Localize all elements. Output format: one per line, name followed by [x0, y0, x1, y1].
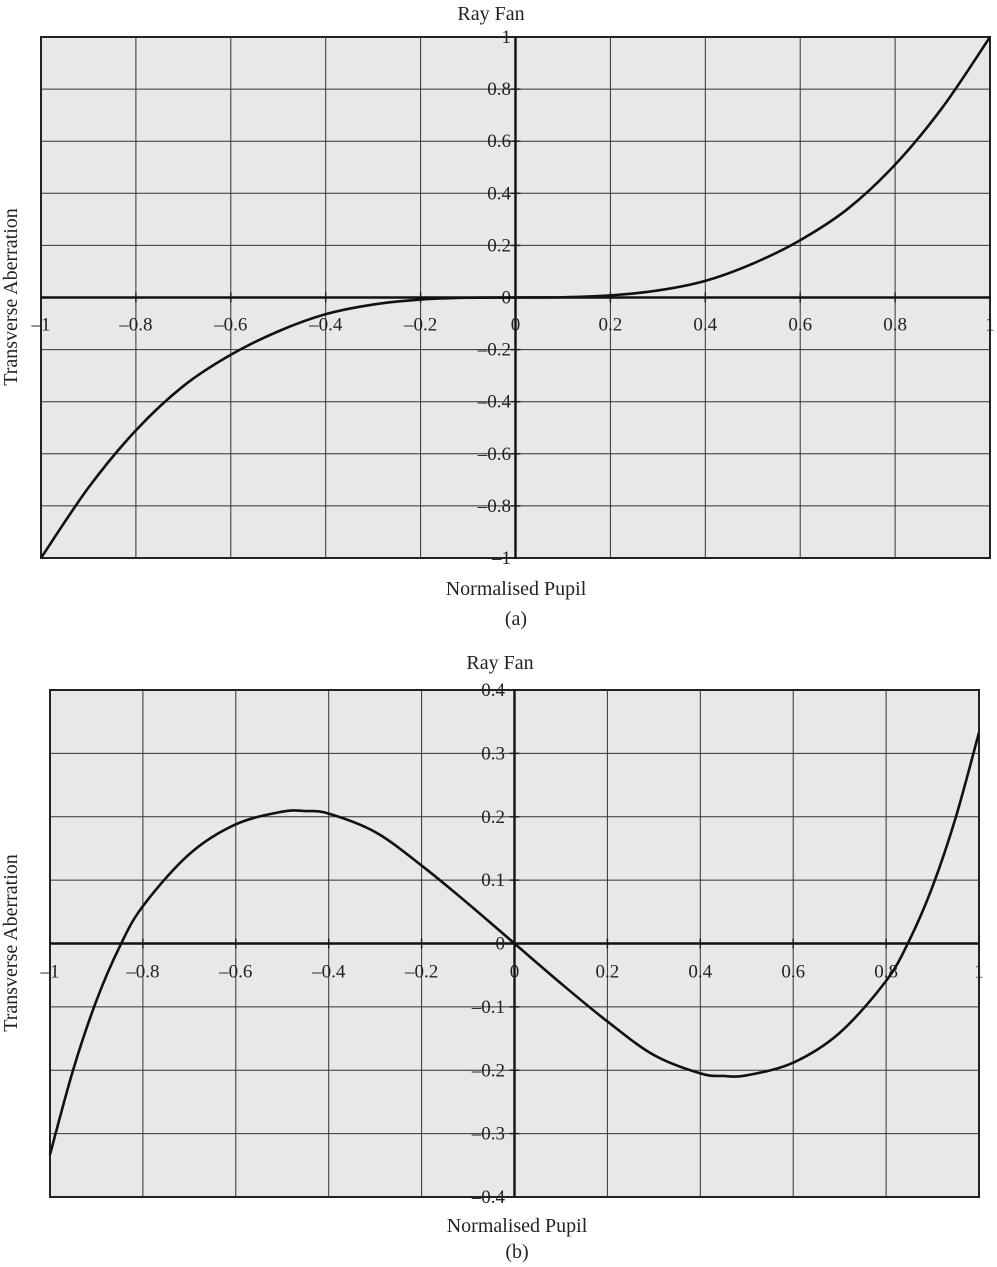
y-axis-label-a: Transverse Aberration: [0, 208, 22, 386]
x-tick-labels-b: –1 –0.8 –0.6 –0.4 –0.2 0 0.2 0.4 0.6 0.8 1: [40, 962, 984, 983]
x-tick-label: –0.8: [118, 315, 152, 336]
y-tick-label: 0: [496, 934, 506, 955]
x-tick-label: 1: [974, 962, 984, 983]
chart-title-a: Ray Fan: [457, 3, 524, 25]
x-tick-label: 0.4: [693, 315, 717, 336]
x-axis-label-a: Normalised Pupil: [446, 578, 587, 600]
x-tick-label: –0.6: [218, 962, 252, 983]
x-tick-label: 0.6: [781, 962, 805, 983]
y-tick-label: 0.4: [481, 680, 505, 701]
x-tick-label: –1: [31, 315, 51, 336]
x-tick-label: –0.2: [403, 315, 437, 336]
series-line-b: [48, 732, 981, 1155]
y-tick-label: –0.8: [477, 496, 511, 517]
x-tick-label: 0.6: [788, 315, 812, 336]
y-tick-labels-b: –0.4 –0.3 –0.2 –0.1 0 0.1 0.2 0.3 0.4: [471, 680, 506, 1208]
x-tick-label: –0.6: [213, 315, 247, 336]
x-tick-label: 0.2: [599, 315, 623, 336]
x-tick-label: –0.4: [308, 315, 343, 336]
x-tick-labels-a: –1 –0.8 –0.6 –0.4 –0.2 0 0.2 0.4 0.6 0.8 1: [31, 315, 995, 336]
y-tick-label: 1: [502, 27, 512, 48]
x-tick-label: 0: [510, 962, 520, 983]
y-tick-label: –0.6: [477, 444, 511, 465]
x-tick-label: –1: [40, 962, 60, 983]
x-axis-label-b: Normalised Pupil: [447, 1215, 588, 1237]
y-tick-label: 0.2: [487, 235, 511, 256]
y-tick-label: –0.4: [471, 1187, 506, 1208]
y-tick-labels-a: –1–0.8–0.6–0.4–0.200.20.40.60.81: [477, 27, 512, 569]
x-tick-label: 0.2: [596, 962, 620, 983]
chart-panel-b: –1 –0.8 –0.6 –0.4 –0.2 0 0.2 0.4 0.6 0.8 1 –0.4–0.…: [0, 652, 984, 1263]
y-tick-label: 0.4: [487, 183, 511, 204]
x-tick-label: 0: [511, 315, 521, 336]
y-tick-label: –1: [491, 548, 511, 569]
y-tick-label: 0.3: [481, 743, 505, 764]
y-tick-label: 0.8: [487, 79, 511, 100]
x-tick-label: 1: [985, 315, 995, 336]
y-tick-label: 0.6: [487, 131, 511, 152]
x-tick-label: 0.8: [883, 315, 907, 336]
y-tick-label: 0.2: [481, 807, 505, 828]
x-tick-label: –0.4: [311, 962, 346, 983]
y-tick-label: –0.3: [471, 1124, 505, 1145]
y-axis-label-b: Transverse Aberration: [0, 854, 22, 1032]
y-tick-label: –0.2: [477, 340, 511, 361]
caption-a: (a): [505, 608, 527, 630]
y-tick-label: –0.2: [471, 1060, 505, 1081]
y-tick-label: –0.4: [477, 392, 512, 413]
y-tick-label: 0.1: [481, 870, 505, 891]
caption-b: (b): [505, 1241, 528, 1263]
chart-panel-a: –1 –0.8 –0.6 –0.4 –0.2 0 0.2 0.4 0.6 0.8 1 –1–0.8–…: [0, 3, 995, 630]
series-line-a: [39, 36, 992, 559]
x-tick-label: –0.8: [125, 962, 159, 983]
x-tick-label: 0.8: [874, 962, 898, 983]
chart-title-b: Ray Fan: [466, 652, 533, 674]
x-tick-label: –0.2: [404, 962, 438, 983]
y-tick-label: –0.1: [471, 997, 505, 1018]
x-tick-label: 0.4: [688, 962, 712, 983]
